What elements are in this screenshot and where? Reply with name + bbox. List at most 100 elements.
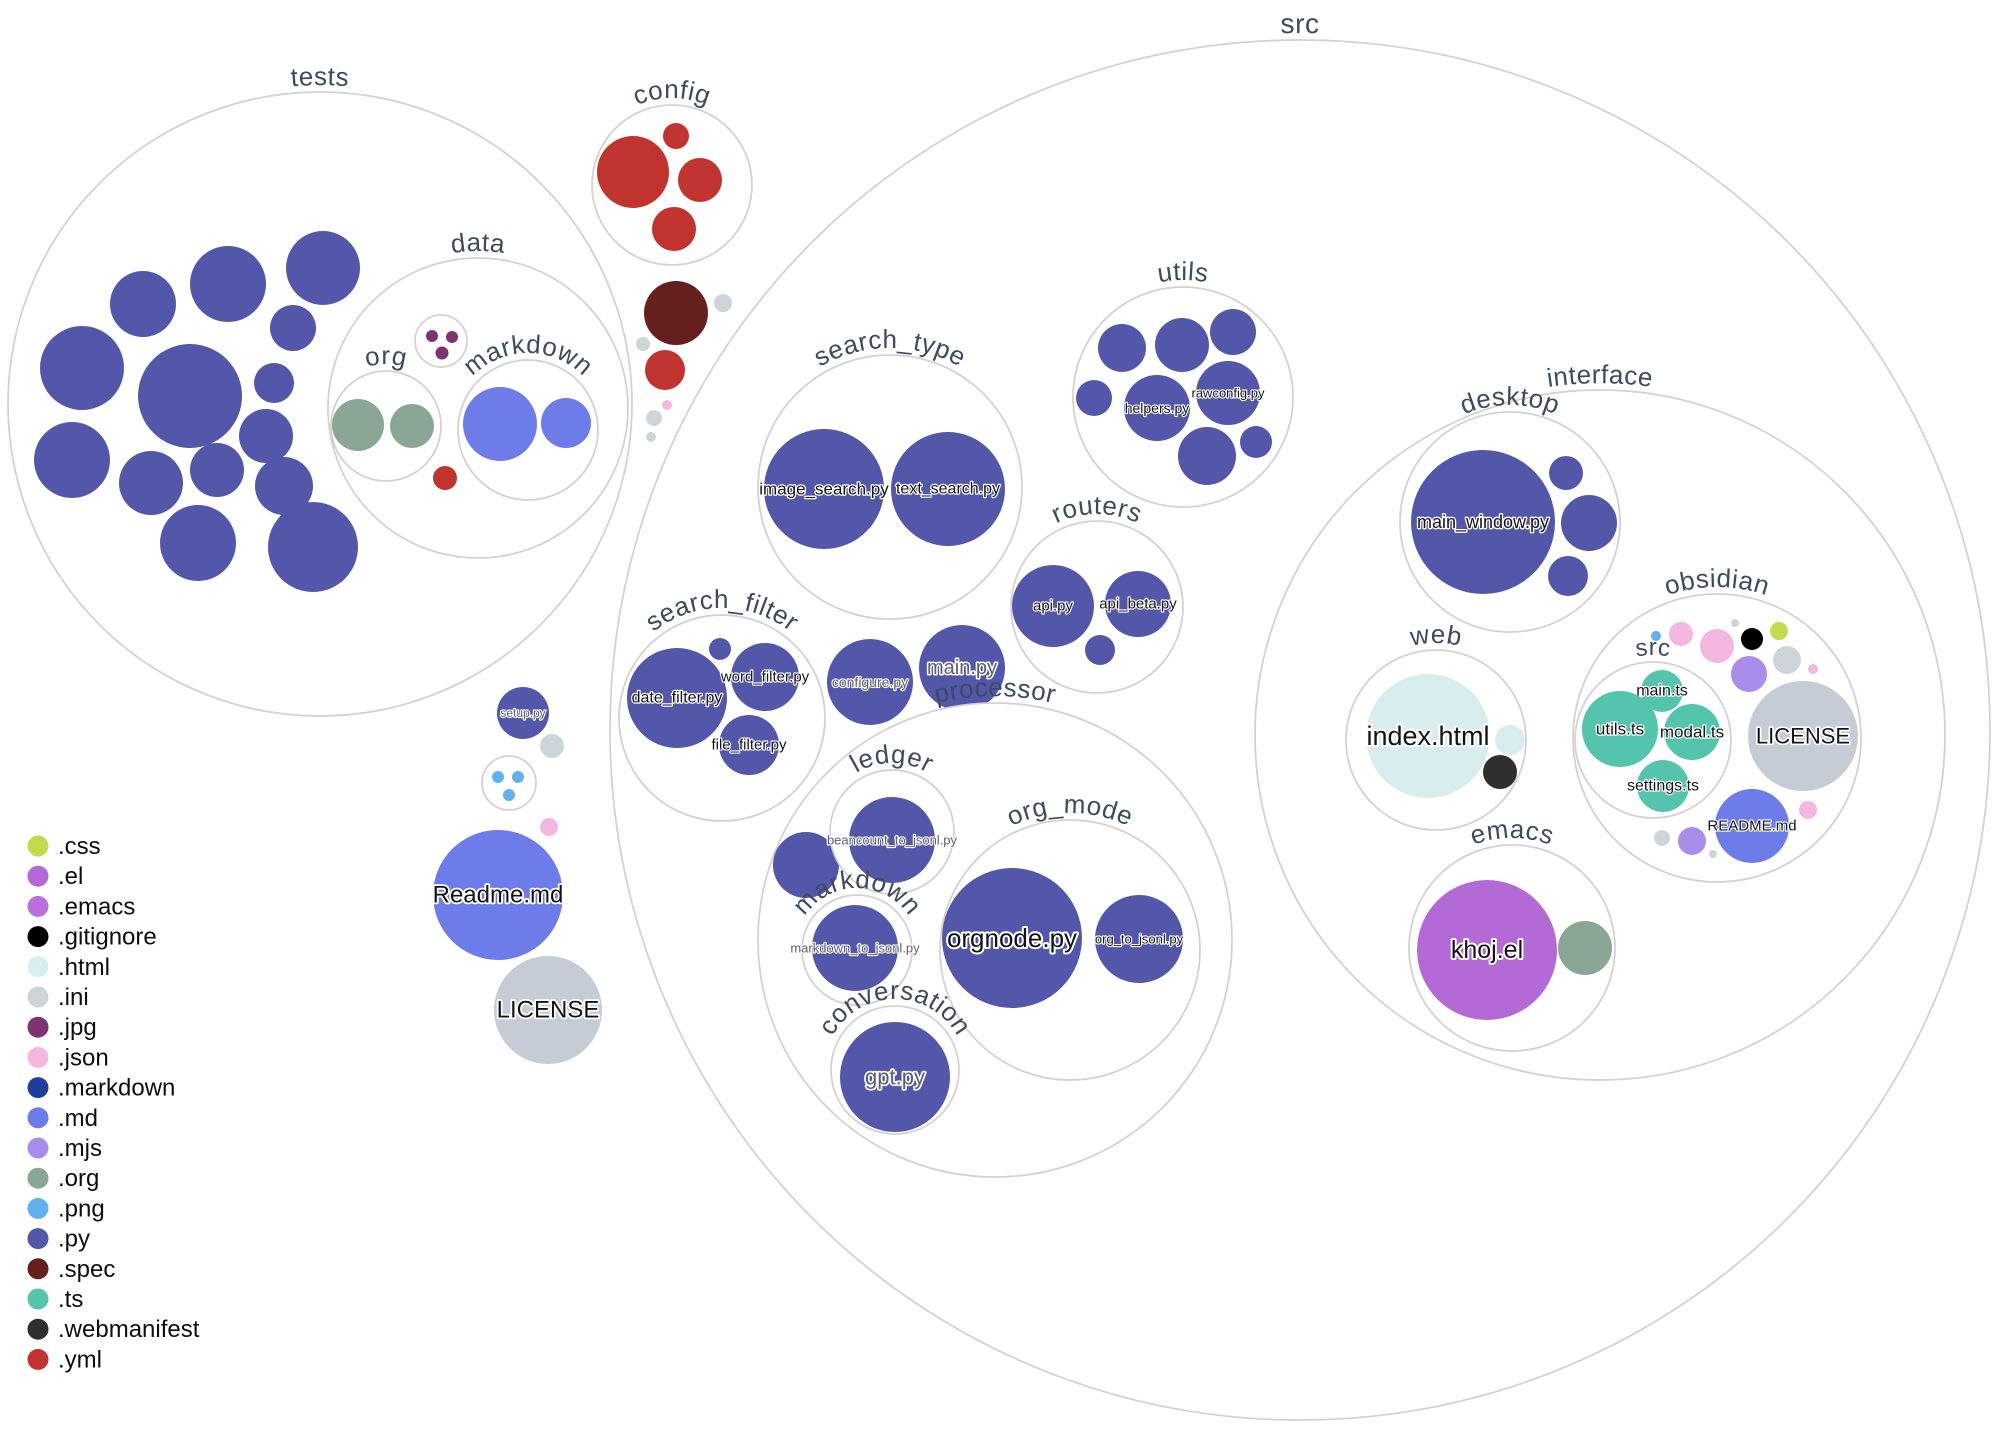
- legend-swatch-json-icon: [27, 1046, 49, 1068]
- file-text-search-py-label: text_search.py: [896, 481, 1000, 498]
- file-khoj-el-circle: [1417, 880, 1557, 1020]
- legend-label-png: .png: [58, 1195, 105, 1222]
- file-settings-ts-circle: [1637, 760, 1689, 812]
- file-api-py-circle: [1012, 565, 1094, 647]
- file-gpt-py-circle: [840, 1022, 950, 1132]
- file-py-circle: [1549, 456, 1583, 490]
- legend-label-mjs: .mjs: [58, 1135, 102, 1162]
- file-gitignore-circle: [1741, 628, 1763, 650]
- file-main-ts-label: main.ts: [1636, 683, 1688, 700]
- file-py-circle: [190, 246, 266, 322]
- legend-label-spec: .spec: [58, 1256, 115, 1283]
- file-utils-ts-label: utils.ts: [1596, 720, 1644, 739]
- file-yml-circle: [652, 207, 696, 251]
- file-orgnode-py-label: orgnode.py: [947, 923, 1077, 953]
- file-py-circle: [268, 502, 358, 592]
- legend-label-el: .el: [58, 863, 83, 890]
- dir-tests-label: tests: [290, 61, 351, 92]
- file-yml-circle: [433, 466, 457, 490]
- legend-swatch-spec-icon: [27, 1258, 49, 1280]
- file-json-circle: [1808, 664, 1818, 674]
- file-org-to-jsonl-py-label: org_to_jsonl.py: [1095, 932, 1184, 947]
- file-ini-circle: [1731, 619, 1739, 627]
- file-ini-circle: [646, 410, 662, 426]
- legend: .css .el .emacs .gitignore .html .ini .jpg .jso…: [27, 833, 200, 1373]
- dir-tests-circle: [7, 91, 633, 717]
- legend-swatch-mjs-icon: [27, 1137, 49, 1159]
- legend-swatch-py-icon: [27, 1228, 49, 1250]
- file-org-circle: [1558, 921, 1612, 975]
- file-helpers-py-label: helpers.py: [1125, 400, 1190, 416]
- file-json-circle: [540, 818, 558, 836]
- file-py-circle: [190, 443, 244, 497]
- file-png-circle: [1651, 631, 1661, 641]
- dir-org-label: org: [362, 340, 410, 373]
- file-org-circle: [332, 399, 384, 451]
- file-rawconfig-py-label: rawconfig.py: [1192, 386, 1265, 401]
- file-settings-ts-label: settings.ts: [1627, 778, 1699, 795]
- file-py-circle: [1155, 318, 1209, 372]
- file-py-circle: [34, 422, 110, 498]
- legend-label-json: .json: [58, 1044, 109, 1071]
- legend-swatch-ts-icon: [27, 1288, 49, 1310]
- file-api-beta-py-circle: [1105, 571, 1171, 637]
- file-date-filter-py-label: date_filter.py: [632, 690, 723, 707]
- file-json-circle: [662, 400, 672, 410]
- legend-swatch-md-icon: [27, 1107, 49, 1129]
- legend-swatch-markdown-icon: [27, 1077, 49, 1099]
- legend-label-org: .org: [58, 1165, 99, 1192]
- file-beancount-to-jsonl-py-label: beancount_to_jsonl.py: [827, 833, 958, 848]
- legend-label-html: .html: [58, 954, 110, 981]
- file-word-filter-py-circle: [731, 643, 799, 711]
- file-main-py-circle: [919, 625, 1005, 711]
- file-jpg-circle: [426, 330, 438, 342]
- file-ini-circle: [540, 734, 564, 758]
- file-rawconfig-py-circle: [1196, 361, 1260, 425]
- file-main-py-label: main.py: [927, 657, 997, 679]
- file-json-circle: [1669, 622, 1693, 646]
- file-py-circle: [270, 305, 316, 351]
- file-beancount-to-jsonl-py-circle: [849, 797, 935, 883]
- file-html-circle: [1495, 725, 1525, 755]
- file-ini-circle: [1773, 646, 1801, 674]
- file-setup-py-circle: [497, 687, 549, 739]
- file-ini-circle: [714, 294, 732, 312]
- file-json-circle: [1799, 801, 1817, 819]
- file-py-circle: [110, 271, 176, 337]
- file-index-html-label: index.html: [1366, 721, 1489, 751]
- file-mjs-circle: [1731, 656, 1767, 692]
- dir-routers-circle: [1010, 520, 1184, 694]
- file-py-circle: [1548, 556, 1588, 596]
- dir-data-label: data: [449, 227, 507, 259]
- file-py-circle: [119, 451, 183, 515]
- file-spec-circle: [644, 281, 708, 345]
- file-readme-md-circle: [433, 830, 563, 960]
- file-index-html-circle: [1366, 674, 1490, 798]
- dir-group-circle: [414, 314, 468, 368]
- file-py-circle: [160, 505, 236, 581]
- legend-label-ts: .ts: [58, 1286, 83, 1313]
- legend-label-gitignore: .gitignore: [58, 924, 157, 951]
- legend-swatch-ini-icon: [27, 986, 49, 1008]
- file-png-circle: [512, 771, 524, 783]
- file-md-circle: [541, 398, 591, 448]
- legend-swatch-jpg-icon: [27, 1016, 49, 1038]
- dir-src-label: src: [1634, 634, 1672, 662]
- file-py-circle: [1076, 380, 1112, 416]
- file-file-filter-py-label: file_filter.py: [711, 737, 787, 754]
- file-markdown-to-jsonl-py-circle: [812, 905, 898, 991]
- file-webmanifest-circle: [1483, 755, 1517, 789]
- file-readme-md-label: Readme.md: [433, 882, 564, 909]
- file-css-circle: [1770, 622, 1788, 640]
- file-ini-circle: [636, 337, 650, 351]
- legend-label-markdown: .markdown: [58, 1075, 175, 1102]
- file-yml-circle: [678, 158, 722, 202]
- legend-swatch-emacs-icon: [27, 895, 49, 917]
- dir-group-circle: [481, 755, 537, 811]
- file-license-label: LICENSE: [497, 997, 600, 1024]
- file-ini-circle: [646, 432, 656, 442]
- legend-label-css: .css: [58, 833, 101, 860]
- legend-label-ini: .ini: [58, 984, 89, 1011]
- legend-label-yml: .yml: [58, 1346, 102, 1373]
